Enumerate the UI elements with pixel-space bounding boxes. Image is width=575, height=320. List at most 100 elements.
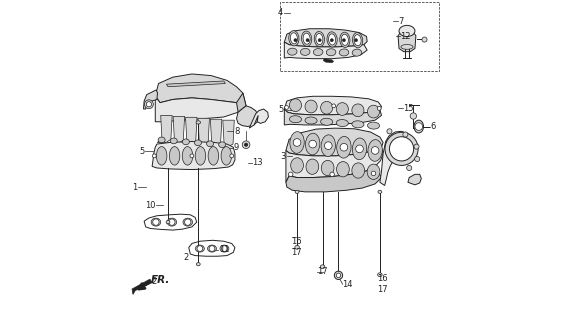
Ellipse shape [170, 138, 177, 144]
Ellipse shape [208, 147, 218, 165]
Text: 12: 12 [400, 32, 410, 41]
Circle shape [285, 106, 289, 109]
Text: 16: 16 [292, 237, 302, 246]
Ellipse shape [378, 190, 382, 194]
Polygon shape [132, 279, 152, 294]
Polygon shape [284, 96, 381, 115]
Circle shape [371, 147, 379, 154]
Ellipse shape [340, 32, 350, 47]
Circle shape [306, 39, 309, 42]
Ellipse shape [414, 120, 424, 133]
Ellipse shape [336, 103, 348, 116]
Circle shape [221, 246, 227, 252]
Polygon shape [284, 109, 381, 125]
Ellipse shape [306, 159, 319, 174]
Polygon shape [166, 81, 225, 87]
Ellipse shape [399, 25, 415, 36]
Ellipse shape [301, 31, 312, 46]
Ellipse shape [196, 245, 204, 252]
Circle shape [330, 172, 334, 177]
Circle shape [356, 145, 363, 153]
Ellipse shape [305, 100, 317, 113]
Ellipse shape [327, 32, 337, 47]
Ellipse shape [339, 49, 349, 56]
Ellipse shape [289, 31, 299, 46]
Polygon shape [236, 93, 246, 112]
Circle shape [336, 273, 341, 277]
Polygon shape [408, 174, 421, 185]
Text: 17: 17 [317, 267, 327, 276]
Circle shape [152, 154, 156, 158]
Circle shape [414, 144, 419, 149]
Circle shape [147, 102, 151, 107]
Circle shape [342, 39, 346, 42]
Ellipse shape [295, 245, 300, 249]
Ellipse shape [352, 138, 367, 160]
Ellipse shape [183, 218, 193, 226]
Polygon shape [286, 166, 381, 192]
Ellipse shape [158, 137, 165, 143]
Ellipse shape [352, 121, 364, 128]
Ellipse shape [352, 163, 365, 178]
Circle shape [377, 107, 381, 110]
Ellipse shape [208, 245, 216, 252]
Polygon shape [250, 109, 269, 128]
Text: 17: 17 [292, 248, 302, 257]
Text: 11: 11 [219, 245, 229, 254]
Ellipse shape [303, 33, 310, 44]
Polygon shape [144, 90, 158, 109]
Polygon shape [323, 59, 334, 63]
Circle shape [410, 113, 416, 119]
Ellipse shape [367, 122, 380, 129]
Circle shape [389, 137, 413, 161]
Circle shape [244, 143, 248, 146]
Text: 10: 10 [145, 201, 155, 210]
Ellipse shape [367, 164, 380, 180]
Text: 13: 13 [252, 158, 262, 167]
Ellipse shape [320, 265, 325, 269]
Ellipse shape [290, 132, 304, 153]
Circle shape [168, 219, 175, 225]
Circle shape [209, 246, 215, 252]
Text: FR.: FR. [151, 275, 170, 285]
Ellipse shape [321, 101, 333, 114]
Ellipse shape [295, 190, 299, 194]
Ellipse shape [301, 48, 310, 55]
Ellipse shape [218, 142, 226, 148]
Ellipse shape [167, 218, 177, 226]
Polygon shape [218, 120, 234, 147]
Text: 7: 7 [398, 17, 404, 26]
Text: 5: 5 [139, 147, 144, 156]
Text: 15: 15 [403, 104, 413, 113]
Ellipse shape [195, 147, 206, 165]
Circle shape [387, 129, 392, 134]
Ellipse shape [342, 34, 348, 45]
Circle shape [197, 246, 203, 252]
Ellipse shape [289, 116, 301, 123]
Circle shape [153, 219, 159, 225]
Ellipse shape [288, 48, 297, 55]
Polygon shape [152, 141, 235, 170]
Polygon shape [206, 119, 222, 146]
Ellipse shape [378, 273, 382, 276]
Polygon shape [194, 118, 209, 145]
Text: 3: 3 [281, 152, 286, 161]
Ellipse shape [291, 158, 304, 173]
Ellipse shape [316, 34, 323, 44]
Circle shape [293, 139, 301, 146]
Polygon shape [286, 128, 383, 156]
Polygon shape [380, 131, 415, 186]
Ellipse shape [289, 99, 301, 112]
Polygon shape [398, 28, 416, 52]
Ellipse shape [182, 139, 189, 145]
Circle shape [415, 123, 423, 130]
Ellipse shape [321, 160, 334, 176]
Text: 5: 5 [278, 105, 283, 114]
Ellipse shape [166, 220, 170, 224]
Circle shape [242, 141, 250, 148]
Polygon shape [144, 214, 197, 230]
Polygon shape [155, 74, 244, 103]
Ellipse shape [315, 31, 324, 47]
Circle shape [294, 39, 297, 42]
Text: 2: 2 [151, 277, 157, 286]
